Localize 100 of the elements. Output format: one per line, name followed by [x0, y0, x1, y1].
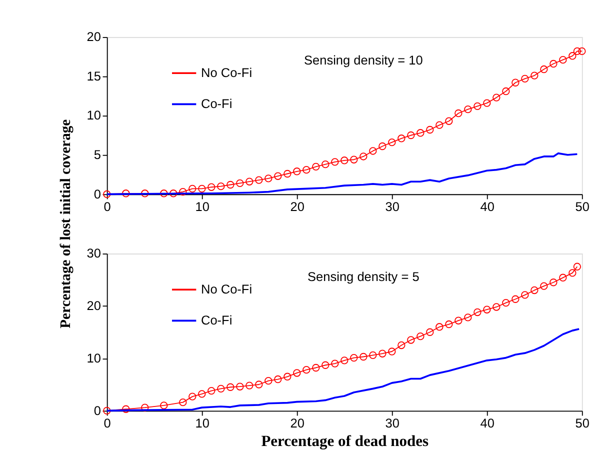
point: [198, 184, 206, 193]
point: [284, 170, 292, 178]
y-tick-label: 0: [94, 402, 101, 418]
y-axis-title: Percentage of lost initial coverage: [58, 118, 74, 328]
x-tick-label: 50: [575, 199, 590, 214]
point: [274, 172, 282, 180]
point: [398, 341, 406, 350]
point: [464, 105, 472, 114]
point: [530, 72, 538, 80]
point: [540, 65, 548, 74]
point: [559, 56, 567, 64]
point: [521, 291, 529, 299]
point: [255, 380, 263, 388]
point: [179, 398, 187, 406]
point: [198, 390, 206, 398]
x-axis-title: Percentage of dead nodes: [261, 432, 429, 450]
point: [350, 354, 358, 362]
x-tick-label: 10: [195, 199, 210, 214]
point: [445, 320, 453, 328]
annotation: Sensing density = 10: [304, 52, 423, 68]
point: [426, 328, 434, 336]
y-tick-label: 20: [86, 298, 101, 314]
point: [302, 166, 310, 174]
point: [274, 375, 282, 384]
annotation: Sensing density = 5: [308, 268, 420, 284]
point: [573, 262, 582, 270]
x-tick-label: 20: [290, 416, 304, 431]
point: [436, 323, 444, 331]
point: [350, 156, 358, 164]
point: [141, 190, 149, 198]
x-tick-label: 20: [290, 199, 304, 214]
point: [474, 308, 482, 316]
y-tick-label: 30: [86, 246, 101, 261]
point: [550, 278, 558, 286]
point: [360, 352, 368, 361]
point: [483, 306, 491, 314]
point: [492, 94, 500, 102]
y-tick-label: 0: [94, 186, 101, 202]
point: [340, 356, 348, 364]
point: [122, 190, 130, 198]
point: [246, 178, 254, 186]
x-tick-label: 30: [385, 416, 400, 431]
point: [578, 47, 586, 56]
point: [454, 316, 462, 324]
x-tick-label: 40: [480, 199, 494, 214]
legend-label: No Co-Fi: [200, 64, 252, 80]
point: [340, 156, 348, 164]
point: [160, 190, 168, 198]
point: [436, 121, 444, 129]
y-tick-label: 10: [86, 108, 101, 123]
y-tick-label: 10: [86, 350, 101, 366]
point: [559, 274, 567, 282]
point: [512, 78, 520, 86]
point: [474, 102, 482, 110]
point: [312, 162, 320, 171]
line-series: [106, 328, 580, 412]
y-tick-label: 20: [86, 29, 101, 44]
point: [160, 402, 168, 410]
point: [208, 183, 216, 191]
point: [293, 168, 301, 176]
point: [217, 384, 225, 393]
point: [188, 184, 196, 193]
point: [454, 109, 462, 118]
point: [407, 336, 415, 344]
point: [360, 152, 368, 160]
point: [416, 332, 424, 340]
point: [540, 282, 548, 290]
point: [550, 60, 558, 68]
point: [445, 117, 453, 125]
point: [246, 382, 254, 390]
point: [293, 369, 301, 377]
point: [369, 351, 377, 360]
point: [236, 179, 244, 188]
point: [568, 52, 576, 60]
y-tick-label: 15: [86, 68, 101, 84]
point: [398, 134, 406, 142]
point: [217, 182, 225, 190]
point: [226, 180, 234, 189]
point: [369, 147, 377, 155]
x-tick-label: 0: [104, 199, 111, 214]
point: [302, 366, 310, 374]
point: [464, 314, 472, 322]
x-tick-label: 0: [104, 416, 111, 431]
point: [502, 298, 510, 307]
point: [426, 126, 434, 134]
point: [388, 348, 396, 356]
point: [236, 382, 244, 390]
point: [530, 286, 538, 294]
point: [521, 74, 529, 83]
point: [492, 303, 500, 311]
point: [388, 138, 396, 146]
point: [255, 176, 263, 184]
x-tick-label: 50: [575, 416, 590, 431]
point: [179, 188, 187, 196]
point: [312, 364, 320, 372]
point: [331, 158, 339, 166]
point: [502, 87, 510, 96]
point: [141, 404, 149, 412]
point: [170, 190, 178, 198]
point: [512, 295, 520, 303]
